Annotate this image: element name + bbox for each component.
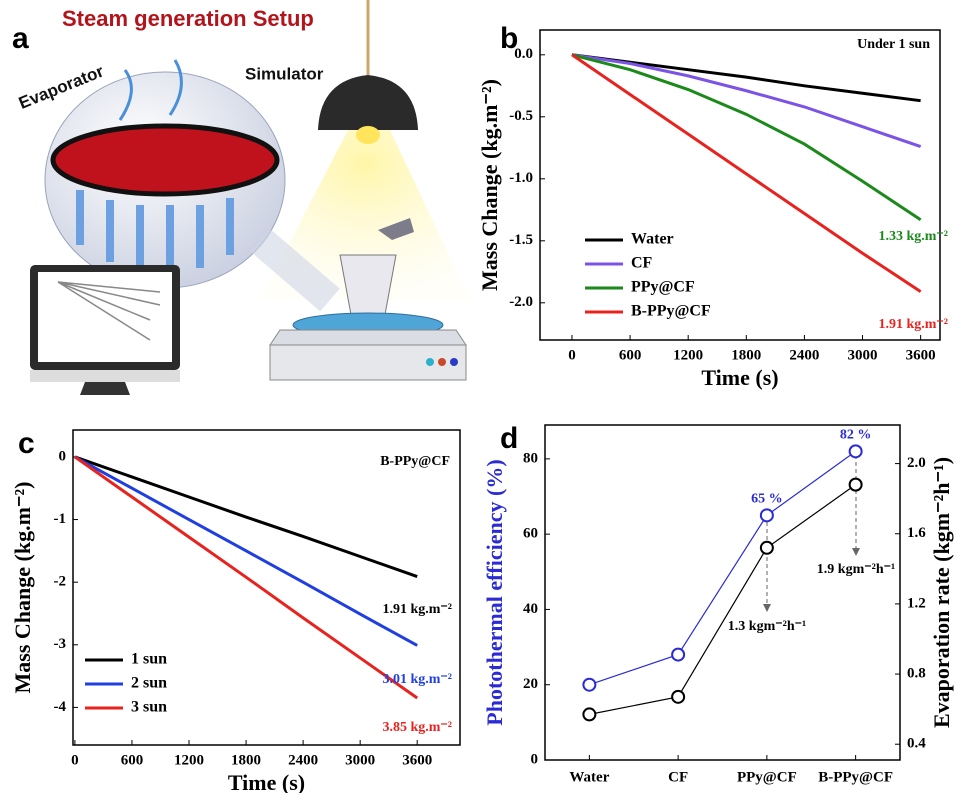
y-tick-label: -4 [54, 699, 67, 715]
figure: a Steam generation Setup Simulator Evapo… [0, 0, 957, 793]
balance [270, 345, 466, 380]
y-tick-label: 0 [531, 751, 539, 767]
legend-label: PPy@CF [631, 279, 695, 296]
y-axis-label: Mass Change (kg.m⁻²) [10, 482, 35, 694]
y2-tick-label: 0.8 [907, 665, 926, 681]
annotation: 1.91 kg.m⁻² [878, 317, 948, 332]
y-tick-label: -3 [54, 636, 67, 652]
illustration: a Steam generation Setup Simulator Evapo… [12, 0, 470, 395]
panel-label: a [12, 22, 29, 55]
x-tick-label: 0 [71, 752, 79, 768]
y-tick-label: -2 [54, 574, 67, 590]
x-tick-label: 1800 [231, 752, 261, 768]
monitor-screen [38, 272, 172, 362]
annotation: 3.01 kg.m⁻² [382, 672, 452, 687]
y-tick-label: 0.0 [514, 46, 533, 62]
y-axis-label: Photothermal efficiency (%) [482, 459, 507, 725]
y2-tick-label: 0.4 [907, 736, 926, 752]
plot-frame [545, 425, 900, 760]
x-tick-label: 1200 [673, 347, 703, 363]
series-line [75, 457, 417, 698]
x-axis-label: Time (s) [228, 770, 305, 793]
x-tick-label: 2400 [288, 752, 318, 768]
series-line [589, 485, 855, 715]
x-tick-label: PPy@CF [737, 769, 797, 785]
annotation: 1.3 kgm⁻²h⁻¹ [728, 619, 806, 634]
y2-tick-label: 1.2 [907, 595, 926, 611]
y-tick-label: -2.0 [509, 294, 533, 310]
annotation: 1.9 kgm⁻²h⁻¹ [817, 562, 895, 577]
illustration-title: Steam generation Setup [62, 6, 314, 31]
monitor-base [30, 370, 180, 382]
balance-top [270, 330, 466, 345]
lamp-bulb [356, 126, 380, 144]
y-tick-label: -1.0 [509, 170, 533, 186]
series-line [589, 451, 855, 684]
y-tick-label: -0.5 [509, 108, 533, 124]
series-line [75, 457, 417, 577]
evaporator-holder [340, 255, 396, 320]
balance-button [426, 358, 434, 366]
x-tick-label: 3600 [402, 752, 432, 768]
y-tick-label: 80 [523, 450, 538, 466]
data-point [583, 708, 595, 720]
annotation: Under 1 sun [857, 37, 930, 52]
x-tick-label: CF [668, 769, 688, 785]
simulator-label: Simulator [245, 64, 324, 83]
series-line [572, 55, 921, 220]
y-tick-label: 60 [523, 526, 538, 542]
x-tick-label: 600 [619, 347, 642, 363]
value-label: 65 % [751, 492, 783, 507]
y-tick-label: 0 [59, 448, 67, 464]
x-axis-label: Time (s) [701, 365, 778, 390]
annotation: 1.33 kg.m⁻² [878, 229, 948, 244]
data-point [583, 679, 595, 691]
legend-label: 2 sun [131, 675, 167, 692]
x-tick-label: 2400 [789, 347, 819, 363]
x-tick-label: 1200 [174, 752, 204, 768]
data-point [761, 509, 773, 521]
balance-button [450, 358, 458, 366]
y2-tick-label: 1.6 [907, 525, 926, 541]
annotation: 3.85 kg.m⁻² [382, 720, 452, 735]
y-axis-label: Mass Change (kg.m⁻²) [477, 79, 502, 291]
legend-label: 1 sun [131, 651, 167, 668]
data-point [672, 691, 684, 703]
annotation: B-PPy@CF [380, 454, 450, 469]
y-tick-label: -1.5 [509, 232, 533, 248]
data-point [850, 479, 862, 491]
data-point [850, 445, 862, 457]
x-tick-label: B-PPy@CF [818, 769, 893, 785]
x-tick-label: Water [569, 769, 609, 785]
data-point [672, 649, 684, 661]
panel-label: c [18, 427, 35, 460]
x-tick-label: 1800 [731, 347, 761, 363]
y2-axis-label: Evaporation rate (kgm⁻²h⁻¹) [929, 457, 954, 728]
x-tick-label: 0 [568, 347, 576, 363]
lamp-shade [318, 75, 418, 130]
legend-label: Water [631, 231, 674, 248]
y-tick-label: 40 [523, 601, 538, 617]
x-tick-label: 3000 [848, 347, 878, 363]
legend-label: CF [631, 255, 653, 272]
data-point [761, 542, 773, 554]
annotation: 1.91 kg.m⁻² [382, 602, 452, 617]
panel-label: d [500, 422, 518, 455]
legend-label: B-PPy@CF [631, 303, 711, 320]
x-tick-label: 600 [121, 752, 144, 768]
y-tick-label: -1 [54, 511, 67, 527]
series-line [75, 457, 417, 645]
legend-label: 3 sun [131, 699, 167, 716]
y2-tick-label: 2.0 [907, 455, 926, 471]
balance-button [438, 358, 446, 366]
y-tick-label: 20 [523, 676, 538, 692]
value-label: 82 % [840, 428, 872, 443]
x-tick-label: 3600 [906, 347, 936, 363]
x-tick-label: 3000 [345, 752, 375, 768]
monitor-stand [80, 382, 130, 395]
